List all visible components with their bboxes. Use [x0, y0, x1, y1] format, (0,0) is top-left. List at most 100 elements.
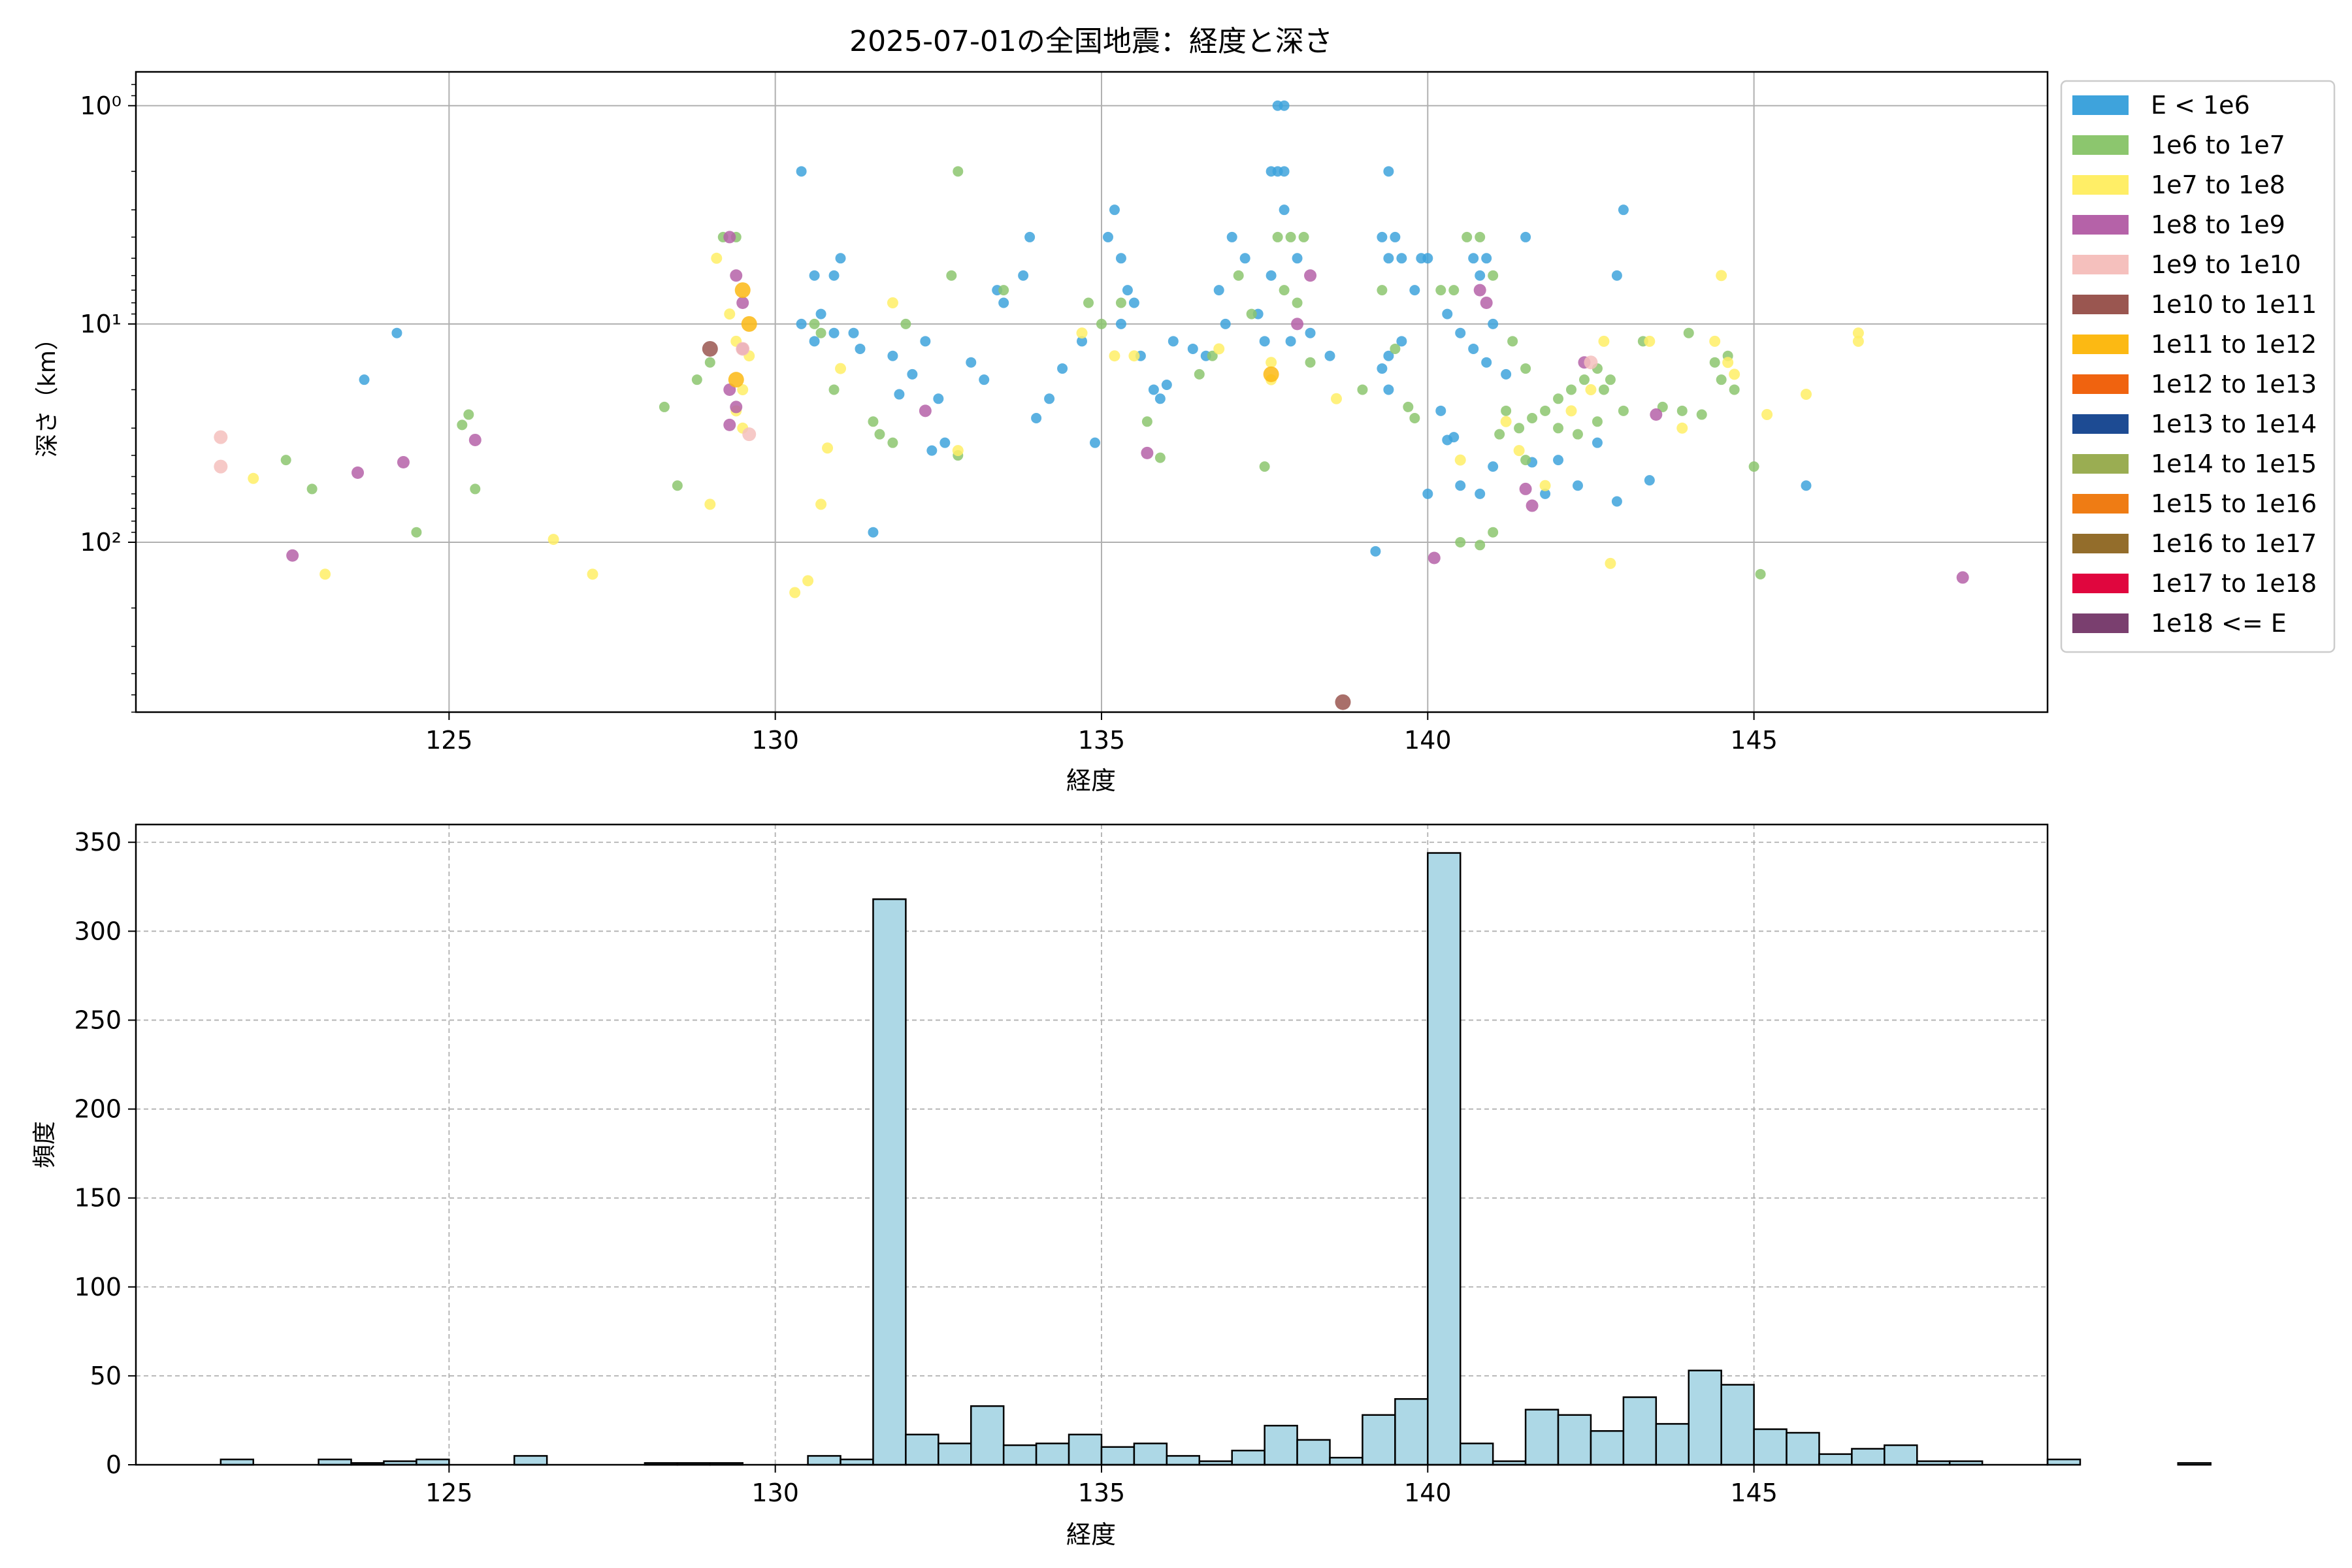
scatter-point	[1709, 357, 1720, 368]
scatter-point	[887, 437, 898, 448]
legend-frame	[2060, 80, 2336, 653]
scatter-point	[1292, 297, 1303, 308]
scatter-point	[1852, 327, 1864, 339]
histogram-bar	[1231, 1449, 1266, 1466]
legend-swatch	[2072, 494, 2129, 514]
scatter-point	[868, 416, 879, 427]
scatter-point	[1044, 393, 1055, 404]
legend-swatch	[2072, 255, 2129, 274]
histogram-bar	[1557, 1414, 1592, 1466]
scatter-point	[1618, 204, 1629, 216]
scatter-point	[1520, 455, 1531, 466]
legend-label: 1e11 to 1e12	[2151, 330, 2317, 359]
histogram-bar	[1851, 1448, 1886, 1466]
scatter-point	[1396, 253, 1407, 264]
scatter-y-ticks: 10⁰ 10¹ 10²	[80, 84, 136, 713]
scatter-point	[1716, 374, 1727, 385]
scatter-point	[1468, 343, 1479, 354]
scatter-point	[815, 308, 826, 319]
scatter-point	[1468, 253, 1479, 264]
scatter-point	[691, 374, 702, 385]
histogram-bar	[938, 1443, 972, 1466]
scatter-point	[920, 336, 931, 347]
scatter-point	[1187, 343, 1198, 354]
scatter-point	[1018, 270, 1029, 281]
scatter-point	[214, 459, 228, 474]
legend-label: 1e16 to 1e17	[2151, 529, 2317, 558]
scatter-point	[1266, 270, 1277, 281]
scatter-point	[855, 343, 866, 354]
scatter-point	[809, 336, 820, 347]
scatter-point	[319, 568, 331, 580]
scatter-point	[1605, 557, 1616, 569]
scatter-point	[1409, 285, 1420, 296]
scatter-point	[1475, 270, 1486, 281]
scatter-point	[1141, 416, 1152, 427]
scatter-point	[894, 389, 905, 400]
scatter-point	[822, 442, 834, 454]
scatter-point	[1148, 384, 1159, 395]
scatter-point	[1383, 166, 1394, 177]
scatter-point	[1553, 393, 1564, 404]
scatter-point	[463, 409, 474, 420]
scatter-point	[835, 253, 846, 264]
scatter-point	[1207, 350, 1218, 361]
scatter-point	[809, 270, 820, 281]
histogram-y-tick-label: 100	[74, 1273, 122, 1301]
legend-swatch	[2072, 295, 2129, 314]
scatter-point	[1507, 336, 1518, 347]
scatter-point	[1409, 413, 1420, 424]
legend-label: 1e7 to 1e8	[2151, 171, 2285, 199]
scatter-point	[926, 445, 938, 456]
histogram-x-tick-label: 140	[1404, 1478, 1452, 1507]
scatter-point	[730, 400, 743, 414]
scatter-point	[802, 575, 814, 587]
scatter-point	[728, 372, 744, 388]
legend-swatch	[2072, 414, 2129, 434]
scatter-point	[711, 252, 723, 264]
histogram-y-ticks: 0 50 100 150 200 250 300 350	[74, 828, 136, 1479]
histogram-bar	[1035, 1443, 1070, 1466]
scatter-point	[1481, 357, 1492, 368]
scatter-point	[1462, 231, 1473, 242]
scatter-point	[1520, 363, 1531, 374]
scatter-point	[359, 374, 370, 385]
scatter-point	[1115, 297, 1126, 308]
scatter-point	[724, 308, 736, 320]
scatter-point	[1722, 357, 1734, 368]
legend-swatch	[2072, 613, 2129, 633]
scatter-point	[1279, 285, 1290, 296]
histogram-bar	[2177, 1462, 2212, 1466]
scatter-point	[946, 270, 957, 281]
scatter-point	[1154, 393, 1166, 404]
scatter-point	[1605, 374, 1616, 385]
histogram-x-tick-label: 135	[1078, 1478, 1126, 1507]
scatter-point	[1233, 270, 1244, 281]
scatter-point	[351, 466, 365, 479]
scatter-point	[1592, 437, 1603, 448]
scatter-point	[1500, 416, 1512, 427]
scatter-point	[1115, 318, 1126, 329]
scatter-point	[1370, 546, 1381, 557]
legend-swatch	[2072, 135, 2129, 155]
histogram-x-tick-label: 145	[1730, 1478, 1778, 1507]
histogram-bar	[1329, 1456, 1364, 1466]
scatter-point	[1128, 350, 1140, 362]
scatter-point	[1696, 409, 1707, 420]
scatter-point	[1279, 166, 1290, 177]
scatter-point	[1488, 270, 1499, 281]
scatter-point	[1324, 350, 1335, 361]
scatter-point	[1305, 357, 1316, 368]
scatter-point	[1480, 296, 1493, 309]
scatter-point	[1292, 253, 1303, 264]
legend-label: 1e14 to 1e15	[2151, 449, 2317, 478]
scatter-y-tick-label: 10⁰	[80, 91, 122, 120]
legend-label: 1e8 to 1e9	[2151, 210, 2285, 239]
scatter-point	[815, 327, 826, 338]
scatter-x-axis-label: 経度	[1066, 766, 1116, 795]
scatter-point	[723, 418, 736, 431]
scatter-point	[1801, 389, 1812, 400]
scatter-point	[868, 527, 879, 538]
legend-swatch	[2072, 95, 2129, 115]
